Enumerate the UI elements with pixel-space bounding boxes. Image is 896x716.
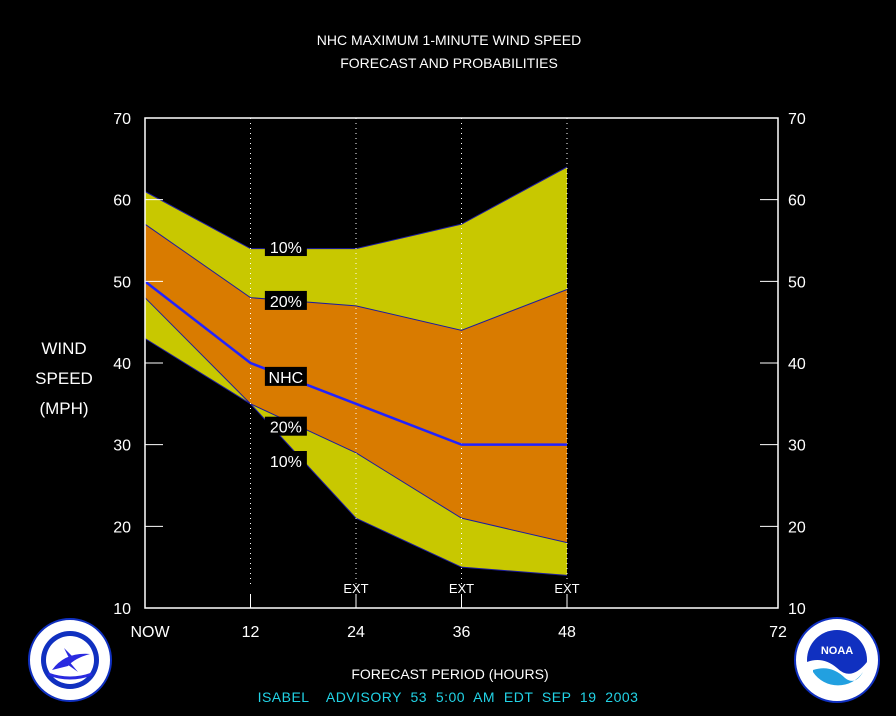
- x-tick-label: 72: [769, 624, 787, 641]
- noaa-logo-text: NOAA: [821, 645, 853, 657]
- grid-lines: [250, 118, 568, 588]
- chart-title: NHC MAXIMUM 1-MINUTE WIND SPEED: [317, 32, 581, 48]
- band-2-lower-edge: [144, 297, 568, 544]
- x-tick-label: 48: [558, 624, 576, 641]
- x-tick-label: NOW: [130, 624, 170, 641]
- band-2-upper-edge: [144, 223, 568, 331]
- band-label-bg: [264, 416, 307, 436]
- y-axis-label-line-2: SPEED: [35, 369, 93, 388]
- y-tick-left-label: 10: [113, 601, 131, 618]
- ext-label: EXT: [343, 581, 368, 596]
- y-tick-right-label: 30: [788, 438, 806, 455]
- band-label-bg: [264, 290, 307, 310]
- x-tick-label: 24: [347, 624, 365, 641]
- x-tick-label: 36: [453, 624, 471, 641]
- band-label-bg: [264, 237, 307, 257]
- y-axis-label-line-1: WIND: [41, 339, 86, 358]
- band-label: 20%: [270, 294, 302, 311]
- y-tick-left-label: 70: [113, 111, 131, 128]
- y-tick-left-label: 50: [113, 274, 131, 291]
- band-label-bg: [264, 366, 307, 386]
- nws-logo: [28, 618, 112, 702]
- band-label: NHC: [269, 370, 304, 387]
- band-label: 10%: [270, 240, 302, 257]
- y-axis: 10 10 20 20 30 30 40 40 50 50 60 60 70 70: [113, 111, 806, 618]
- band-label: 20%: [270, 420, 302, 437]
- y-axis-label-line-3: (MPH): [39, 399, 88, 418]
- y-tick-right-label: 50: [788, 274, 806, 291]
- band-label-bg: [264, 451, 307, 470]
- band-labels: 10% 20% NHC 20% 10%: [264, 237, 307, 471]
- y-tick-right-label: 40: [788, 356, 806, 373]
- y-tick-left-label: 40: [113, 356, 131, 373]
- y-tick-left-label: 60: [113, 193, 131, 210]
- y-tick-right-label: 70: [788, 111, 806, 128]
- x-tick-label: 12: [242, 624, 260, 641]
- chart-subtitle: FORECAST AND PROBABILITIES: [340, 55, 558, 71]
- y-tick-right-label: 60: [788, 193, 806, 210]
- ext-label: EXT: [554, 581, 579, 596]
- y-axis-label: WIND SPEED (MPH): [35, 339, 93, 418]
- y-tick-right-label: 10: [788, 601, 806, 618]
- y-tick-left-label: 20: [113, 519, 131, 536]
- y-tick-right-label: 20: [788, 519, 806, 536]
- y-tick-left-label: 30: [113, 438, 131, 455]
- advisory-footer: ISABEL ADVISORY 53 5:00 AM EDT SEP 19 20…: [258, 689, 639, 705]
- band-label: 10%: [270, 454, 302, 471]
- x-axis: NOW 12 24 36 48 72 EXT EXT EXT: [130, 581, 787, 641]
- noaa-logo: NOAA: [794, 617, 880, 703]
- x-axis-label: FORECAST PERIOD (HOURS): [351, 666, 548, 682]
- ext-label: EXT: [449, 581, 474, 596]
